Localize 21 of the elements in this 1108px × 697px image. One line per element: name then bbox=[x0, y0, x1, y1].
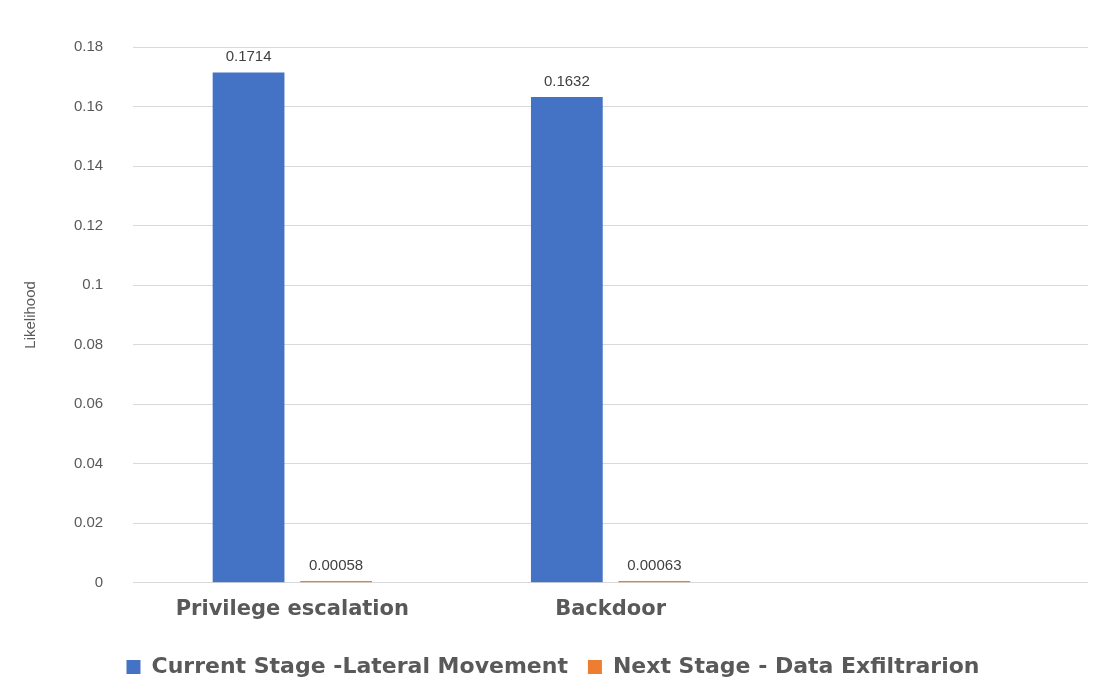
y-tick-label: 0.18 bbox=[73, 37, 104, 55]
x-tick-label: Privilege escalation bbox=[175, 595, 409, 620]
data-label: 0.00058 bbox=[308, 555, 364, 573]
y-tick-label: 0.1 bbox=[82, 275, 104, 293]
data-label: 0.1714 bbox=[225, 47, 272, 65]
y-tick-label: 0.12 bbox=[73, 215, 104, 233]
legend-label: Next Stage - Data Exfiltrarion bbox=[612, 652, 980, 678]
y-tick-label: 0.16 bbox=[73, 96, 104, 114]
x-tick-label: Backdoor bbox=[555, 595, 667, 620]
data-label: 0.1632 bbox=[543, 71, 590, 89]
bar bbox=[212, 72, 285, 583]
y-tick-label: 0.02 bbox=[73, 513, 104, 531]
y-tick-label: 0.08 bbox=[73, 334, 104, 352]
y-tick-label: 0 bbox=[94, 572, 104, 590]
bar bbox=[530, 97, 603, 583]
data-label: 0.00063 bbox=[627, 555, 682, 573]
y-tick-label: 0.14 bbox=[73, 156, 104, 174]
y-tick-label: 0.06 bbox=[73, 394, 104, 412]
y-tick-label: 0.04 bbox=[73, 453, 104, 471]
y-axis-title: Likelihood bbox=[21, 281, 39, 349]
legend-label: Current Stage -Lateral Movement bbox=[151, 652, 569, 678]
